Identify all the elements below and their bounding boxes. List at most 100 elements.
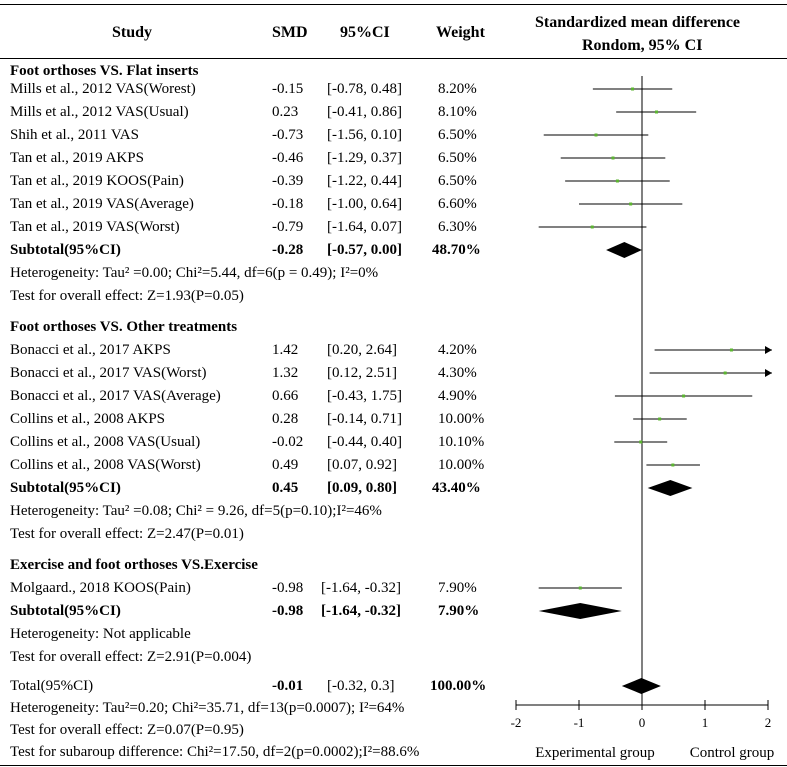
smd-value: 0.23 [272, 104, 299, 120]
subtotal-smd: -0.98 [272, 603, 304, 619]
smd-value: -0.02 [272, 434, 304, 450]
weight-value: 4.20% [438, 342, 477, 358]
ci-value: [-0.14, 0.71] [327, 411, 402, 427]
col-header-smd: SMD [272, 24, 308, 41]
subtotal-ci: [0.09, 0.80] [327, 480, 397, 496]
weight-value: 4.90% [438, 388, 477, 404]
ci-arrow [765, 346, 772, 354]
total-label: Total(95%CI) [10, 678, 94, 694]
group-title: Exercise and foot orthoses VS.Exercise [10, 557, 258, 573]
col-header-ci: 95%CI [340, 24, 390, 41]
x-tick-label: -1 [574, 715, 585, 730]
weight-value: 6.30% [438, 219, 477, 235]
total-overall-effect-text: Test for overall effect: Z=0.07(P=0.95) [10, 722, 244, 738]
heterogeneity-text: Heterogeneity: Tau² =0.08; Chi² = 9.26, … [10, 503, 382, 519]
weight-value: 6.50% [438, 150, 477, 166]
study-label: Bonacci et al., 2017 VAS(Worst) [10, 365, 207, 381]
ci-value: [-1.00, 0.64] [327, 196, 402, 212]
x-tick-label: 0 [639, 715, 646, 730]
study-label: Mills et al., 2012 VAS(Worest) [10, 81, 196, 97]
subtotal-weight: 43.40% [432, 480, 481, 496]
pooled-diamond [606, 242, 642, 258]
study-point [611, 156, 615, 160]
study-point [639, 440, 643, 444]
smd-value: -0.79 [272, 219, 304, 235]
subtotal-ci: [-0.57, 0.00] [327, 242, 402, 258]
ci-value: [-0.44, 0.40] [327, 434, 402, 450]
study-label: Bonacci et al., 2017 VAS(Average) [10, 388, 221, 404]
study-point [671, 463, 675, 467]
subtotal-weight: 48.70% [432, 242, 481, 258]
weight-value: 8.10% [438, 104, 477, 120]
forest-table: Study SMD 95%CI Weight Standardized mean… [0, 4, 787, 766]
weight-value: 10.00% [438, 411, 485, 427]
pooled-diamond [621, 678, 661, 694]
weight-value: 6.60% [438, 196, 477, 212]
study-point [629, 202, 633, 206]
favours-left-label: Experimental group [535, 745, 655, 761]
total-smd: -0.01 [272, 678, 304, 694]
smd-value: -0.46 [272, 150, 304, 166]
total-weight: 100.00% [430, 678, 487, 694]
subtotal-weight: 7.90% [438, 603, 480, 619]
subtotal-ci: [-1.64, -0.32] [321, 603, 401, 619]
subtotal-label: Subtotal(95%CI) [10, 242, 121, 258]
total-ci: [-0.32, 0.3] [327, 678, 395, 694]
study-label: Tan et al., 2019 VAS(Average) [10, 196, 194, 212]
overall-effect-text: Test for overall effect: Z=2.47(P=0.01) [10, 526, 244, 542]
smd-value: -0.73 [272, 127, 304, 143]
ci-value: [-0.43, 1.75] [327, 388, 402, 404]
ci-value: [-0.41, 0.86] [327, 104, 402, 120]
study-label: Bonacci et al., 2017 AKPS [10, 342, 171, 358]
study-point [594, 133, 598, 137]
subtotal-smd: -0.28 [272, 242, 304, 258]
favours-right-label: Control group [690, 745, 775, 761]
smd-value: 0.66 [272, 388, 299, 404]
ci-value: [0.12, 2.51] [327, 365, 397, 381]
smd-value: 1.42 [272, 342, 299, 358]
weight-value: 8.20% [438, 81, 477, 97]
total-heterogeneity-text: Heterogeneity: Tau²=0.20; Chi²=35.71, df… [10, 700, 405, 716]
overall-effect-text: Test for overall effect: Z=1.93(P=0.05) [10, 288, 244, 304]
study-label: Collins et al., 2008 AKPS [10, 411, 166, 427]
smd-value: -0.39 [272, 173, 304, 189]
pooled-diamond [647, 480, 693, 496]
study-point [590, 225, 594, 229]
plot-subtitle: Rondom, 95% CI [582, 37, 703, 54]
ci-value: [-1.64, -0.32] [321, 580, 401, 596]
study-label: Tan et al., 2019 AKPS [10, 150, 144, 166]
group-title: Foot orthoses VS. Other treatments [10, 319, 238, 335]
study-label: Collins et al., 2008 VAS(Worst) [10, 457, 201, 473]
study-label: Mills et al., 2012 VAS(Usual) [10, 104, 189, 120]
ci-value: [0.20, 2.64] [327, 342, 397, 358]
x-tick-label: 1 [702, 715, 709, 730]
weight-value: 6.50% [438, 127, 477, 143]
study-label: Molgaard., 2018 KOOS(Pain) [10, 580, 191, 596]
smd-value: -0.98 [272, 580, 304, 596]
smd-value: 0.28 [272, 411, 299, 427]
weight-value: 10.00% [438, 457, 485, 473]
weight-value: 4.30% [438, 365, 477, 381]
header-top-rule [0, 4, 787, 5]
footer-bottom-rule [0, 765, 787, 766]
study-label: Tan et al., 2019 VAS(Worst) [10, 219, 180, 235]
ci-value: [-0.78, 0.48] [327, 81, 402, 97]
study-point [631, 87, 635, 91]
study-point [729, 348, 733, 352]
ci-value: [-1.64, 0.07] [327, 219, 402, 235]
ci-value: [-1.22, 0.44] [327, 173, 402, 189]
study-label: Collins et al., 2008 VAS(Usual) [10, 434, 201, 450]
ci-value: [-1.56, 0.10] [327, 127, 402, 143]
group-title: Foot orthoses VS. Flat inserts [10, 63, 199, 79]
overall-effect-text: Test for overall effect: Z=2.91(P=0.004) [10, 649, 252, 665]
heterogeneity-text: Heterogeneity: Not applicable [10, 626, 191, 642]
weight-value: 6.50% [438, 173, 477, 189]
subgroup-difference-text: Test for subaroup difference: Chi²=17.50… [10, 744, 420, 760]
x-tick-label: -2 [511, 715, 522, 730]
study-label: Shih et al., 2011 VAS [10, 127, 139, 143]
x-tick-label: 2 [765, 715, 772, 730]
study-point [654, 110, 658, 114]
col-header-study: Study [112, 24, 153, 41]
ci-value: [-1.29, 0.37] [327, 150, 402, 166]
